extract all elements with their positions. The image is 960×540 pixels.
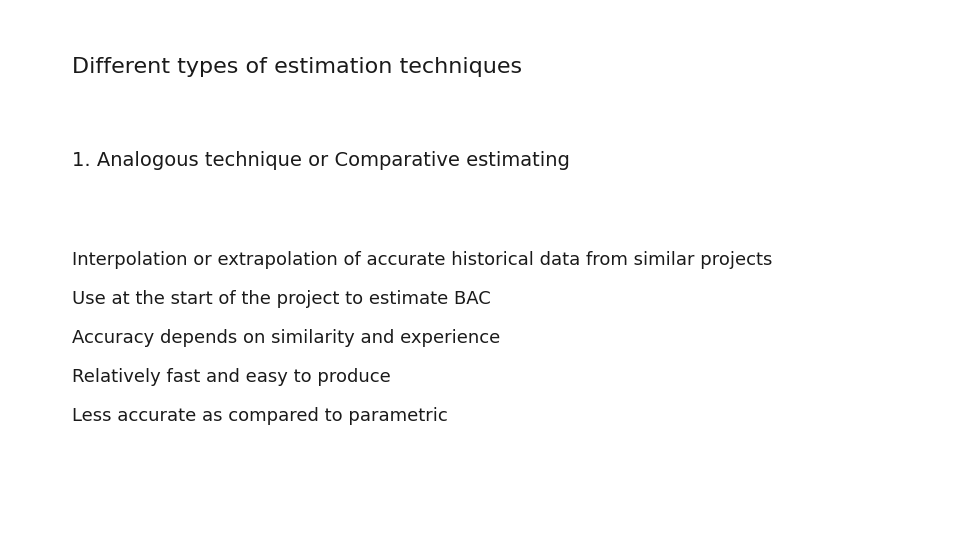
Text: 1. Analogous technique or Comparative estimating: 1. Analogous technique or Comparative es… [72,151,570,170]
Text: Interpolation or extrapolation of accurate historical data from similar projects: Interpolation or extrapolation of accura… [72,251,773,269]
Text: Accuracy depends on similarity and experience: Accuracy depends on similarity and exper… [72,329,500,347]
Text: Less accurate as compared to parametric: Less accurate as compared to parametric [72,407,447,424]
Text: Different types of estimation techniques: Different types of estimation techniques [72,57,522,77]
Text: Relatively fast and easy to produce: Relatively fast and easy to produce [72,368,391,386]
Text: Use at the start of the project to estimate BAC: Use at the start of the project to estim… [72,290,491,308]
